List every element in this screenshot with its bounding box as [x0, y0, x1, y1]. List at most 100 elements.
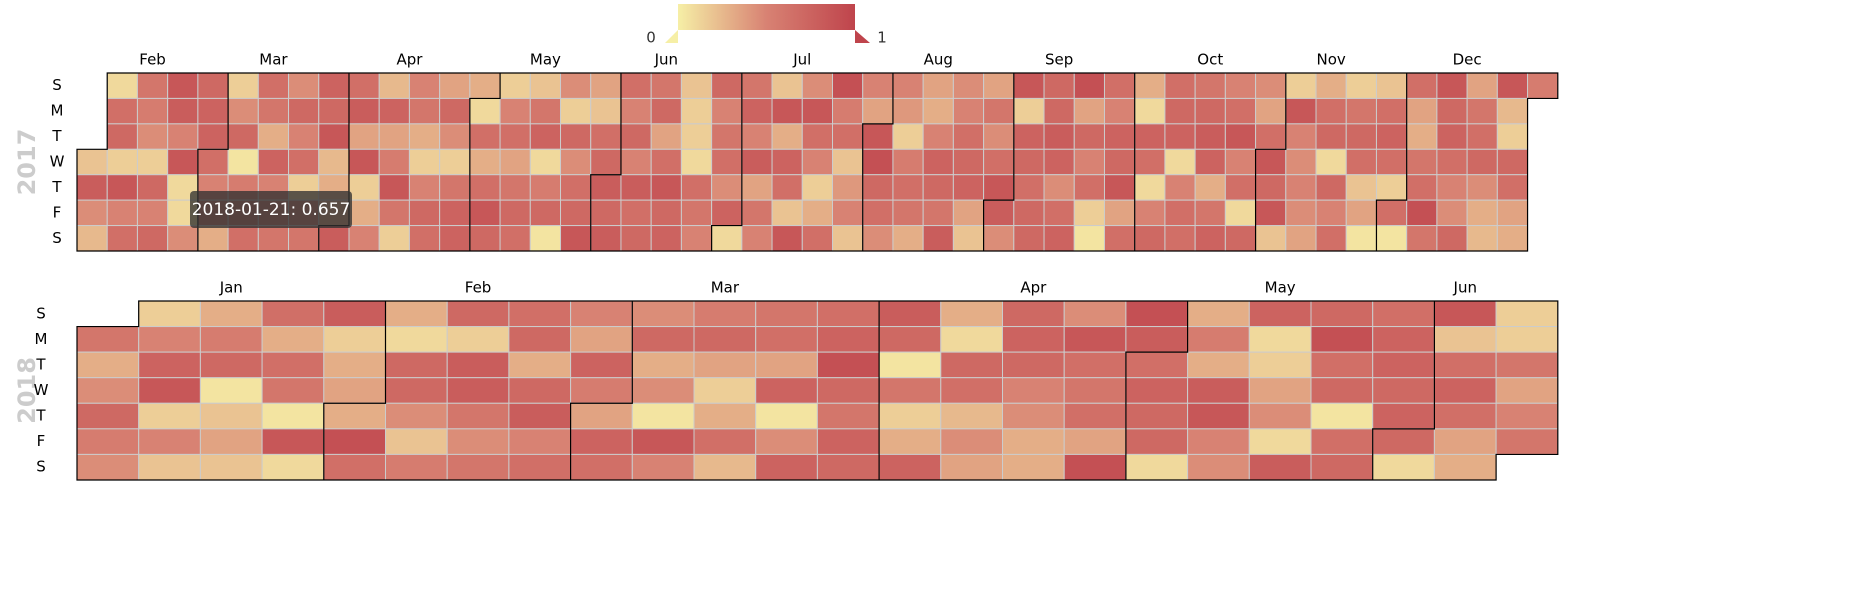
day-cell[interactable]	[106, 148, 138, 176]
day-cell[interactable]	[288, 225, 320, 252]
day-cell[interactable]	[323, 351, 386, 379]
day-cell[interactable]	[138, 326, 201, 353]
day-cell[interactable]	[1436, 123, 1468, 150]
day-cell[interactable]	[136, 199, 169, 227]
day-cell[interactable]	[1310, 326, 1374, 353]
day-cell[interactable]	[1125, 453, 1189, 481]
day-cell[interactable]	[1496, 174, 1529, 201]
day-cell[interactable]	[1043, 199, 1075, 227]
day-cell[interactable]	[227, 123, 259, 150]
day-cell[interactable]	[106, 225, 138, 252]
day-cell[interactable]	[952, 72, 985, 99]
day-cell[interactable]	[1013, 72, 1045, 99]
day-cell[interactable]	[1372, 351, 1435, 379]
day-cell[interactable]	[1125, 326, 1189, 353]
day-cell[interactable]	[620, 72, 652, 99]
day-cell[interactable]	[1248, 300, 1312, 328]
day-cell[interactable]	[1345, 123, 1377, 150]
day-cell[interactable]	[1496, 225, 1529, 252]
day-cell[interactable]	[862, 123, 894, 150]
day-cell[interactable]	[1310, 377, 1374, 404]
day-cell[interactable]	[892, 199, 924, 227]
day-cell[interactable]	[227, 148, 259, 176]
day-cell[interactable]	[385, 402, 448, 430]
day-cell[interactable]	[1103, 97, 1136, 125]
day-cell[interactable]	[741, 199, 773, 227]
day-cell[interactable]	[1043, 97, 1075, 125]
day-cell[interactable]	[1134, 174, 1166, 201]
day-cell[interactable]	[1134, 123, 1166, 150]
day-cell[interactable]	[1372, 377, 1435, 404]
day-cell[interactable]	[1164, 174, 1196, 201]
day-cell[interactable]	[631, 377, 695, 404]
day-cell[interactable]	[1310, 428, 1374, 455]
day-cell[interactable]	[446, 453, 510, 481]
day-cell[interactable]	[1013, 123, 1045, 150]
day-cell[interactable]	[711, 174, 743, 201]
day-cell[interactable]	[76, 377, 140, 404]
day-cell[interactable]	[76, 148, 108, 176]
day-cell[interactable]	[323, 453, 386, 481]
day-cell[interactable]	[446, 377, 510, 404]
day-cell[interactable]	[1496, 97, 1529, 125]
day-cell[interactable]	[711, 199, 743, 227]
day-cell[interactable]	[801, 72, 834, 99]
day-cell[interactable]	[446, 351, 510, 379]
day-cell[interactable]	[439, 97, 471, 125]
day-cell[interactable]	[1433, 351, 1497, 379]
day-cell[interactable]	[940, 402, 1003, 430]
day-cell[interactable]	[1255, 123, 1287, 150]
day-cell[interactable]	[1248, 428, 1312, 455]
day-cell[interactable]	[1134, 72, 1166, 99]
day-cell[interactable]	[816, 453, 880, 481]
day-cell[interactable]	[650, 72, 682, 99]
day-cell[interactable]	[620, 123, 652, 150]
day-cell[interactable]	[385, 428, 448, 455]
day-cell[interactable]	[76, 351, 140, 379]
day-cell[interactable]	[940, 428, 1003, 455]
day-cell[interactable]	[469, 97, 501, 125]
day-cell[interactable]	[1345, 199, 1377, 227]
day-cell[interactable]	[590, 72, 622, 99]
day-cell[interactable]	[620, 199, 652, 227]
day-cell[interactable]	[631, 300, 695, 328]
day-cell[interactable]	[1310, 300, 1374, 328]
day-cell[interactable]	[570, 326, 633, 353]
day-cell[interactable]	[378, 225, 410, 252]
day-cell[interactable]	[983, 199, 1015, 227]
day-cell[interactable]	[227, 72, 259, 99]
day-cell[interactable]	[136, 72, 169, 99]
day-cell[interactable]	[983, 225, 1015, 252]
day-cell[interactable]	[439, 174, 471, 201]
day-cell[interactable]	[680, 148, 713, 176]
day-cell[interactable]	[1194, 123, 1226, 150]
day-cell[interactable]	[1134, 225, 1166, 252]
day-cell[interactable]	[1466, 97, 1498, 125]
day-cell[interactable]	[693, 428, 757, 455]
day-cell[interactable]	[1063, 453, 1127, 481]
day-cell[interactable]	[1103, 123, 1136, 150]
day-cell[interactable]	[408, 148, 441, 176]
day-cell[interactable]	[878, 326, 942, 353]
day-cell[interactable]	[922, 199, 954, 227]
day-cell[interactable]	[983, 148, 1015, 176]
day-cell[interactable]	[816, 402, 880, 430]
day-cell[interactable]	[693, 453, 757, 481]
day-cell[interactable]	[508, 453, 572, 481]
day-cell[interactable]	[529, 199, 562, 227]
day-cell[interactable]	[862, 225, 894, 252]
day-cell[interactable]	[499, 225, 531, 252]
day-cell[interactable]	[257, 97, 290, 125]
day-cell[interactable]	[1187, 300, 1250, 328]
day-cell[interactable]	[167, 225, 199, 252]
day-cell[interactable]	[680, 123, 713, 150]
day-cell[interactable]	[922, 97, 954, 125]
day-cell[interactable]	[199, 377, 263, 404]
day-cell[interactable]	[1466, 72, 1498, 99]
day-cell[interactable]	[1164, 199, 1196, 227]
day-cell[interactable]	[1496, 199, 1529, 227]
day-cell[interactable]	[922, 72, 954, 99]
day-cell[interactable]	[378, 72, 410, 99]
day-cell[interactable]	[1310, 402, 1374, 430]
day-cell[interactable]	[570, 428, 633, 455]
